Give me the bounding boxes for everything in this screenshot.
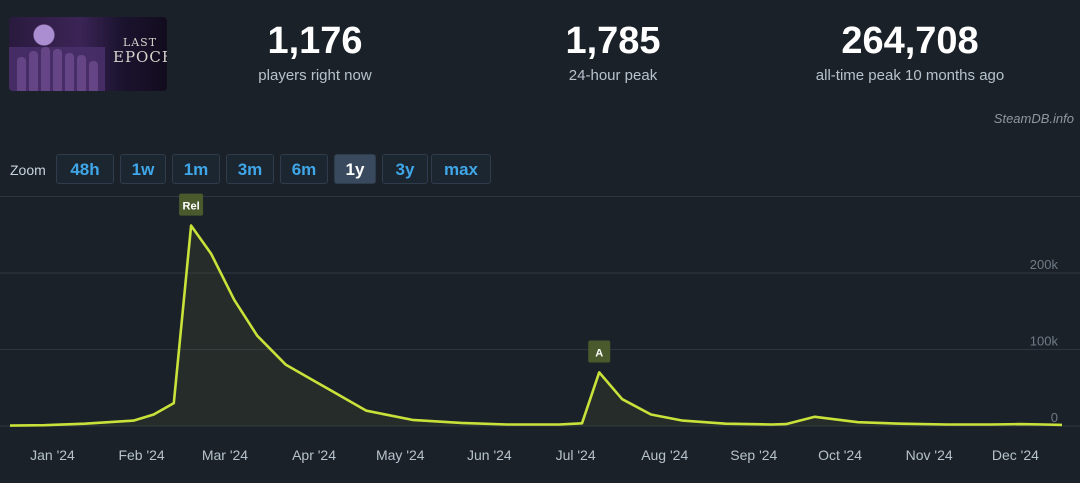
annotation-box <box>179 193 204 216</box>
x-tick-label: Jun '24 <box>467 447 512 463</box>
x-tick-label: Mar '24 <box>202 447 248 463</box>
players-now-label: players right now <box>258 67 372 84</box>
x-tick-label: Sep '24 <box>730 447 777 463</box>
peak-24h-value: 1,785 <box>565 20 661 62</box>
zoom-6m-button[interactable]: 6m <box>280 154 328 184</box>
y-tick-label: 0 <box>1051 410 1058 425</box>
zoom-3m-button[interactable]: 3m <box>226 154 274 184</box>
game-art <box>9 17 105 91</box>
chart-credit[interactable]: SteamDB.info <box>993 111 1074 126</box>
series-area <box>10 225 1062 426</box>
peak-24h-label: 24-hour peak <box>568 67 658 84</box>
y-tick-label: 100k <box>1030 334 1059 349</box>
x-tick-label: Feb '24 <box>118 447 164 463</box>
zoom-1m-button[interactable]: 1m <box>172 154 220 184</box>
game-logo: LAST EPOCH <box>113 36 167 66</box>
x-tick-label: Jul '24 <box>556 447 596 463</box>
x-tick-label: Dec '24 <box>992 447 1039 463</box>
annotation-flag: A <box>588 340 611 363</box>
alltime-peak-stat: 264,708 all-time peak 10 months ago <box>790 20 1030 86</box>
x-tick-label: Oct '24 <box>818 447 862 463</box>
x-tick-label: Nov '24 <box>906 447 953 463</box>
chart-svg: 0 100k 200k Rel A Jan '24 Feb '24 Mar '24 Apr '2… <box>0 193 1080 463</box>
annotation-flag: Rel <box>179 193 204 216</box>
x-tick-label: Aug '24 <box>641 447 688 463</box>
annotation-label: Rel <box>183 201 200 213</box>
x-tick-label: May '24 <box>376 447 425 463</box>
x-tick-label: Jan '24 <box>30 447 75 463</box>
peak-24h-stat: 1,785 24-hour peak <box>513 20 713 86</box>
series-line <box>9 224 1063 427</box>
annotation-box <box>588 340 611 363</box>
zoom-max-button[interactable]: max <box>431 154 491 184</box>
alltime-peak-value: 264,708 <box>841 20 979 62</box>
players-now-value: 1,176 <box>267 20 363 62</box>
zoom-label: Zoom <box>10 162 46 178</box>
zoom-3y-button[interactable]: 3y <box>382 154 428 184</box>
players-now-stat: 1,176 players right now <box>215 20 415 86</box>
game-header-image[interactable]: LAST EPOCH <box>9 17 167 91</box>
stats-header: LAST EPOCH 1,176 players right now 1,785… <box>0 0 1080 108</box>
zoom-48h-button[interactable]: 48h <box>56 154 114 184</box>
zoom-1w-button[interactable]: 1w <box>120 154 166 184</box>
y-tick-label: 200k <box>1030 257 1059 272</box>
zoom-1y-button[interactable]: 1y <box>334 154 376 184</box>
annotation-label: A <box>595 347 603 359</box>
alltime-peak-label: all-time peak 10 months ago <box>815 67 1005 84</box>
x-tick-label: Apr '24 <box>292 447 336 463</box>
player-count-chart: 0 100k 200k Rel A Jan '24 Feb '24 Mar '24 Apr '2… <box>0 190 1080 478</box>
